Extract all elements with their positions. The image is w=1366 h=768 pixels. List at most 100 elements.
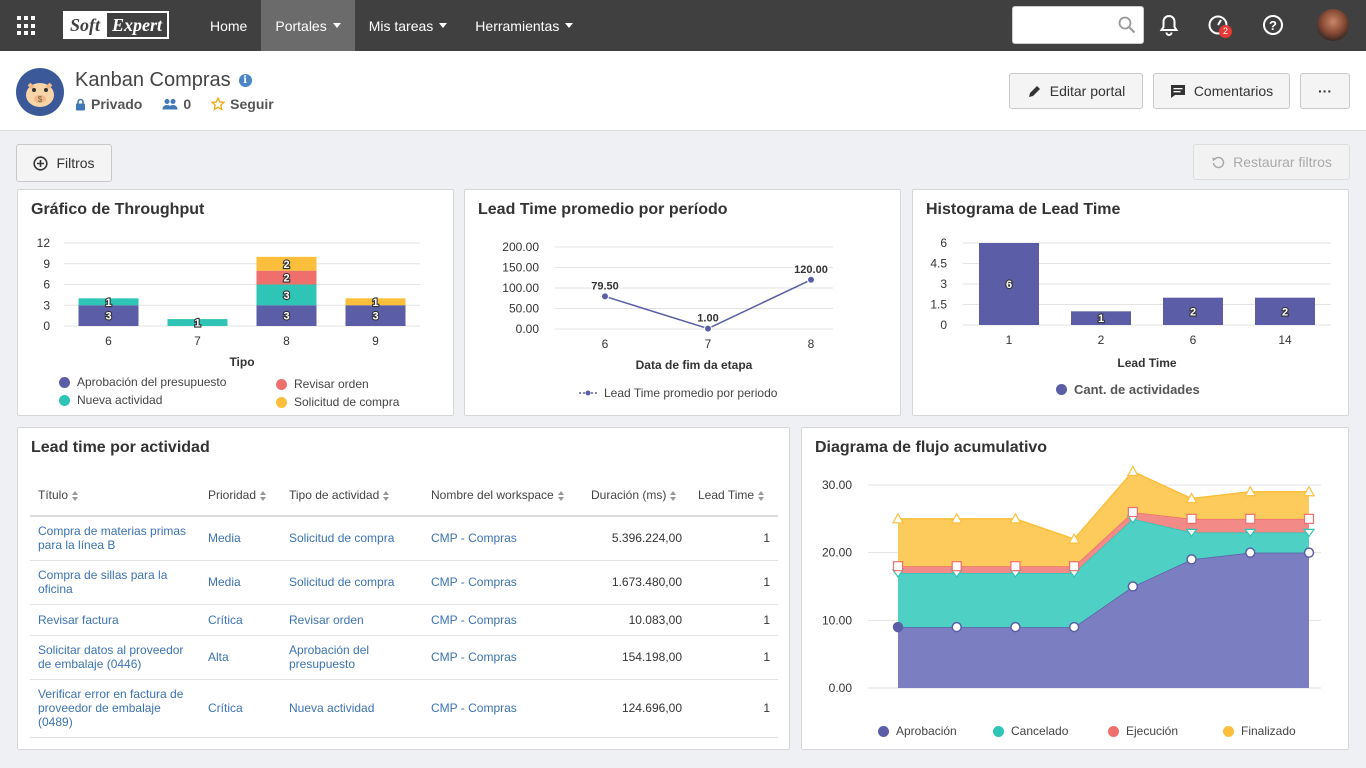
search-input[interactable] <box>1013 7 1113 43</box>
series-point <box>1069 561 1080 572</box>
cell-workspace[interactable]: CMP - Compras <box>423 516 583 561</box>
x-tick-label: 6 <box>1190 333 1197 347</box>
bar-segment <box>78 305 139 326</box>
user-avatar[interactable] <box>1317 9 1349 41</box>
legend-item-aprobacion[interactable]: Aprobación <box>878 724 957 738</box>
x-tick-label: 9 <box>372 334 379 348</box>
nav-mis-tareas[interactable]: Mis tareas <box>355 0 462 51</box>
filters-button[interactable]: Filtros <box>16 144 112 182</box>
follow-toggle[interactable]: Seguir <box>211 96 274 112</box>
cell-prioridad[interactable]: Media <box>200 516 281 561</box>
series-point <box>891 512 905 524</box>
point-data-label: 120.00 <box>794 264 828 276</box>
legend-item-ejecucion[interactable]: Ejecución <box>1108 724 1178 738</box>
more-options-label: ··· <box>1318 83 1332 99</box>
x-axis-title: Tipo <box>229 355 254 369</box>
histogram-bar <box>979 243 1039 325</box>
table-row[interactable]: Solicitar datos al proveedor de embalaje… <box>30 635 778 680</box>
lock-icon <box>76 98 85 110</box>
column-header-titulo[interactable]: Título <box>30 475 200 517</box>
legend-dot <box>59 376 70 388</box>
star-icon <box>211 97 226 111</box>
cell-prioridad[interactable]: Crítica <box>200 679 281 738</box>
legend-item-revisar[interactable]: Revisar orden <box>276 377 369 391</box>
area-series-line <box>898 518 1309 574</box>
cell-titulo[interactable]: Revisar factura <box>30 604 200 636</box>
column-header-prioridad[interactable]: Prioridad <box>200 475 281 517</box>
cell-prioridad[interactable]: Alta <box>200 635 281 680</box>
cell-workspace[interactable]: CMP - Compras <box>423 560 583 605</box>
legend-item-aprobacion[interactable]: Aprobación del presupuesto <box>59 375 226 389</box>
throughput-title: Gráfico de Throughput <box>31 201 205 218</box>
cell-workspace[interactable]: CMP - Compras <box>423 604 583 636</box>
cell-workspace[interactable]: CMP - Compras <box>423 679 583 738</box>
members-indicator[interactable]: 0 <box>162 96 191 112</box>
cell-tipo[interactable]: Solicitud de compra <box>281 516 423 561</box>
x-tick-label: 6 <box>602 337 609 351</box>
legend-item-nueva[interactable]: Nueva actividad <box>59 393 162 407</box>
y-tick-label: 200.00 <box>502 240 539 254</box>
table-row[interactable]: Verificar error en factura de proveedor … <box>30 679 778 738</box>
cell-tipo[interactable]: Revisar orden <box>281 604 423 636</box>
bar-data-label: 1 <box>1098 313 1104 325</box>
plus-circle-icon <box>33 155 49 171</box>
svg-text:$: $ <box>38 95 43 104</box>
bell-icon[interactable] <box>1157 13 1181 37</box>
column-header-label: Tipo de actividad <box>289 488 380 502</box>
restore-filters-button[interactable]: Restaurar filtros <box>1193 144 1350 180</box>
edit-portal-button[interactable]: Editar portal <box>1009 73 1143 109</box>
cumulative-flow-chart: 30.00 20.00 10.00 0.00 <box>822 465 1321 695</box>
legend-item-cancelado[interactable]: Cancelado <box>993 724 1068 738</box>
tasks-gauge-icon[interactable]: 2 <box>1207 13 1232 38</box>
legend-item-actividades[interactable]: Cant. de actividades <box>1056 382 1200 397</box>
softexpert-logo[interactable]: Soft Expert <box>63 11 170 39</box>
comments-button[interactable]: Comentarios <box>1153 73 1290 109</box>
cell-titulo[interactable]: Verificar error en factura de proveedor … <box>30 679 200 738</box>
bar-data-label: 3 <box>372 311 378 323</box>
series-point <box>1303 547 1315 558</box>
legend-dot <box>1108 725 1119 737</box>
column-header-lead-time[interactable]: Lead Time <box>690 475 778 517</box>
y-tick-label: 10.00 <box>822 613 852 627</box>
lead-time-histogram-card: Histograma de Lead Time 6 4.5 3 1.5 0 6 1 1 2 2 6 2… <box>912 189 1349 416</box>
page-title: Kanban Compras i <box>75 69 252 92</box>
search-icon[interactable] <box>1118 16 1136 34</box>
legend-label: Finalizado <box>1241 724 1296 738</box>
legend-item-lead-time[interactable]: Lead Time promedio por periodo <box>579 386 777 400</box>
apps-grid-icon[interactable] <box>14 14 38 38</box>
column-header-workspace[interactable]: Nombre del workspace <box>423 475 583 517</box>
legend-item-solicitud[interactable]: Solicitud de compra <box>276 395 399 409</box>
cell-titulo[interactable]: Compra de sillas para la oficina <box>30 560 200 605</box>
nav-herramientas[interactable]: Herramientas <box>461 0 587 51</box>
table-row[interactable]: Revisar factura Crítica Revisar orden CM… <box>30 604 778 636</box>
info-icon[interactable]: i <box>238 74 252 87</box>
bar-segment <box>345 298 406 306</box>
column-header-duracion[interactable]: Duración (ms) <box>583 475 690 517</box>
legend-dot <box>1056 384 1067 395</box>
nav-home[interactable]: Home <box>196 0 261 51</box>
cell-prioridad[interactable]: Crítica <box>200 604 281 636</box>
more-options-button[interactable]: ··· <box>1300 73 1350 109</box>
y-tick-label: 3 <box>43 298 50 312</box>
legend-label: Cancelado <box>1011 724 1069 738</box>
cell-prioridad[interactable]: Media <box>200 560 281 605</box>
series-point <box>1302 528 1316 538</box>
legend-item-finalizado[interactable]: Finalizado <box>1223 724 1296 738</box>
legend-dot <box>276 396 287 408</box>
cell-workspace[interactable]: CMP - Compras <box>423 635 583 680</box>
cell-tipo[interactable]: Solicitud de compra <box>281 560 423 605</box>
follow-label: Seguir <box>230 96 274 112</box>
area-series <box>898 512 1309 573</box>
cell-tipo[interactable]: Aprobación del presupuesto <box>281 635 423 680</box>
column-header-tipo[interactable]: Tipo de actividad <box>281 475 423 517</box>
cell-titulo[interactable]: Solicitar datos al proveedor de embalaje… <box>30 635 200 680</box>
cell-tipo[interactable]: Nueva actividad <box>281 679 423 738</box>
cell-titulo[interactable]: Compra de materias primas para la línea … <box>30 516 200 561</box>
table-row[interactable]: Compra de sillas para la oficina Media S… <box>30 560 778 605</box>
users-icon <box>162 99 178 110</box>
help-icon[interactable]: ? <box>1261 13 1285 37</box>
nav-portales[interactable]: Portales <box>261 0 355 51</box>
table-row[interactable]: Compra de materias primas para la línea … <box>30 516 778 561</box>
series-point <box>1245 513 1256 524</box>
series-point <box>1303 513 1315 524</box>
